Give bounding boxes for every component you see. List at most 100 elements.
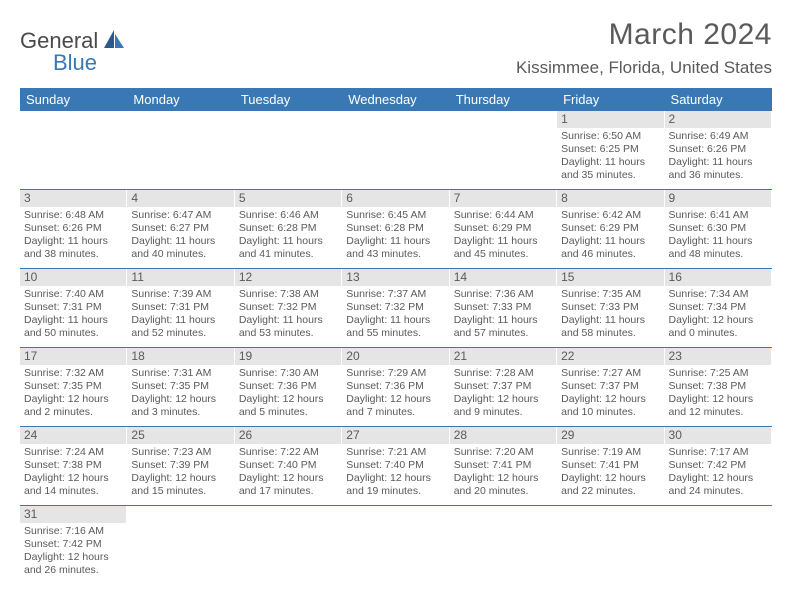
day-line: Daylight: 12 hours [346,393,444,406]
day-line: and 9 minutes. [454,406,552,419]
day-line: Daylight: 11 hours [131,314,229,327]
calendar: SundayMondayTuesdayWednesdayThursdayFrid… [20,88,772,584]
day-line: and 12 minutes. [669,406,767,419]
day-cell: 4Sunrise: 6:47 AMSunset: 6:27 PMDaylight… [127,190,234,268]
day-cell: 10Sunrise: 7:40 AMSunset: 7:31 PMDayligh… [20,269,127,347]
day-line: Sunset: 7:36 PM [239,380,337,393]
day-cell: 24Sunrise: 7:24 AMSunset: 7:38 PMDayligh… [20,427,127,505]
day-body: Sunrise: 7:25 AMSunset: 7:38 PMDaylight:… [665,365,771,424]
day-number: 16 [665,269,771,286]
day-number: 2 [665,111,771,128]
day-line: and 26 minutes. [24,564,122,577]
week-row: 31Sunrise: 7:16 AMSunset: 7:42 PMDayligh… [20,506,772,584]
day-line: and 3 minutes. [131,406,229,419]
day-line: Sunset: 6:26 PM [669,143,767,156]
day-line: Sunset: 6:29 PM [561,222,659,235]
day-cell: 18Sunrise: 7:31 AMSunset: 7:35 PMDayligh… [127,348,234,426]
empty-cell [127,506,234,584]
day-line: Sunset: 6:29 PM [454,222,552,235]
day-number: 18 [127,348,233,365]
empty-cell [665,506,772,584]
day-line: Sunset: 7:39 PM [131,459,229,472]
day-cell: 14Sunrise: 7:36 AMSunset: 7:33 PMDayligh… [450,269,557,347]
day-line: Sunset: 7:34 PM [669,301,767,314]
day-line: Sunset: 7:31 PM [24,301,122,314]
day-line: Daylight: 12 hours [454,472,552,485]
day-number: 17 [20,348,126,365]
day-cell: 2Sunrise: 6:49 AMSunset: 6:26 PMDaylight… [665,111,772,189]
day-body: Sunrise: 6:41 AMSunset: 6:30 PMDaylight:… [665,207,771,266]
day-line: Daylight: 12 hours [24,472,122,485]
day-line: and 50 minutes. [24,327,122,340]
day-body: Sunrise: 7:40 AMSunset: 7:31 PMDaylight:… [20,286,126,345]
day-cell: 26Sunrise: 7:22 AMSunset: 7:40 PMDayligh… [235,427,342,505]
day-line: Sunset: 6:28 PM [346,222,444,235]
day-line: Daylight: 11 hours [561,235,659,248]
day-line: Sunset: 6:28 PM [239,222,337,235]
weekday-header: Wednesday [342,88,449,111]
day-number: 20 [342,348,448,365]
day-cell: 27Sunrise: 7:21 AMSunset: 7:40 PMDayligh… [342,427,449,505]
day-line: Sunrise: 7:36 AM [454,288,552,301]
day-line: Sunset: 6:25 PM [561,143,659,156]
location: Kissimmee, Florida, United States [516,58,772,78]
day-body: Sunrise: 7:31 AMSunset: 7:35 PMDaylight:… [127,365,233,424]
empty-cell [235,111,342,189]
day-cell: 9Sunrise: 6:41 AMSunset: 6:30 PMDaylight… [665,190,772,268]
day-cell: 28Sunrise: 7:20 AMSunset: 7:41 PMDayligh… [450,427,557,505]
day-cell: 15Sunrise: 7:35 AMSunset: 7:33 PMDayligh… [557,269,664,347]
day-body: Sunrise: 6:50 AMSunset: 6:25 PMDaylight:… [557,128,663,187]
day-body: Sunrise: 7:29 AMSunset: 7:36 PMDaylight:… [342,365,448,424]
day-body: Sunrise: 7:21 AMSunset: 7:40 PMDaylight:… [342,444,448,503]
day-cell: 6Sunrise: 6:45 AMSunset: 6:28 PMDaylight… [342,190,449,268]
day-number: 5 [235,190,341,207]
weekday-header: Tuesday [235,88,342,111]
day-cell: 30Sunrise: 7:17 AMSunset: 7:42 PMDayligh… [665,427,772,505]
day-line: and 38 minutes. [24,248,122,261]
day-line: Daylight: 11 hours [131,235,229,248]
day-line: Daylight: 12 hours [239,472,337,485]
day-line: and 19 minutes. [346,485,444,498]
day-number: 10 [20,269,126,286]
day-line: Daylight: 12 hours [561,393,659,406]
day-cell: 3Sunrise: 6:48 AMSunset: 6:26 PMDaylight… [20,190,127,268]
day-line: Sunrise: 6:41 AM [669,209,767,222]
day-cell: 11Sunrise: 7:39 AMSunset: 7:31 PMDayligh… [127,269,234,347]
day-number: 27 [342,427,448,444]
day-body: Sunrise: 7:20 AMSunset: 7:41 PMDaylight:… [450,444,556,503]
day-line: Sunrise: 6:47 AM [131,209,229,222]
day-cell: 17Sunrise: 7:32 AMSunset: 7:35 PMDayligh… [20,348,127,426]
day-line: and 40 minutes. [131,248,229,261]
day-cell: 5Sunrise: 6:46 AMSunset: 6:28 PMDaylight… [235,190,342,268]
day-line: Sunset: 7:33 PM [561,301,659,314]
day-body: Sunrise: 7:17 AMSunset: 7:42 PMDaylight:… [665,444,771,503]
day-number: 14 [450,269,556,286]
day-line: Daylight: 12 hours [669,314,767,327]
day-line: and 2 minutes. [24,406,122,419]
day-body: Sunrise: 7:37 AMSunset: 7:32 PMDaylight:… [342,286,448,345]
header: General March 2024 Kissimmee, Florida, U… [20,18,772,78]
empty-cell [450,111,557,189]
day-body: Sunrise: 7:36 AMSunset: 7:33 PMDaylight:… [450,286,556,345]
day-number: 7 [450,190,556,207]
day-line: Sunrise: 7:25 AM [669,367,767,380]
day-line: and 58 minutes. [561,327,659,340]
day-number: 11 [127,269,233,286]
day-number: 29 [557,427,663,444]
day-line: Sunset: 7:42 PM [669,459,767,472]
day-line: Sunset: 7:40 PM [346,459,444,472]
empty-cell [450,506,557,584]
day-cell: 19Sunrise: 7:30 AMSunset: 7:36 PMDayligh… [235,348,342,426]
day-line: Daylight: 12 hours [239,393,337,406]
day-line: Daylight: 12 hours [454,393,552,406]
weekday-header: Thursday [450,88,557,111]
day-body: Sunrise: 7:32 AMSunset: 7:35 PMDaylight:… [20,365,126,424]
day-line: and 20 minutes. [454,485,552,498]
day-body: Sunrise: 7:27 AMSunset: 7:37 PMDaylight:… [557,365,663,424]
day-line: Sunrise: 7:32 AM [24,367,122,380]
day-body: Sunrise: 7:24 AMSunset: 7:38 PMDaylight:… [20,444,126,503]
day-cell: 8Sunrise: 6:42 AMSunset: 6:29 PMDaylight… [557,190,664,268]
day-line: Sunset: 7:36 PM [346,380,444,393]
day-line: Daylight: 11 hours [346,235,444,248]
day-cell: 22Sunrise: 7:27 AMSunset: 7:37 PMDayligh… [557,348,664,426]
